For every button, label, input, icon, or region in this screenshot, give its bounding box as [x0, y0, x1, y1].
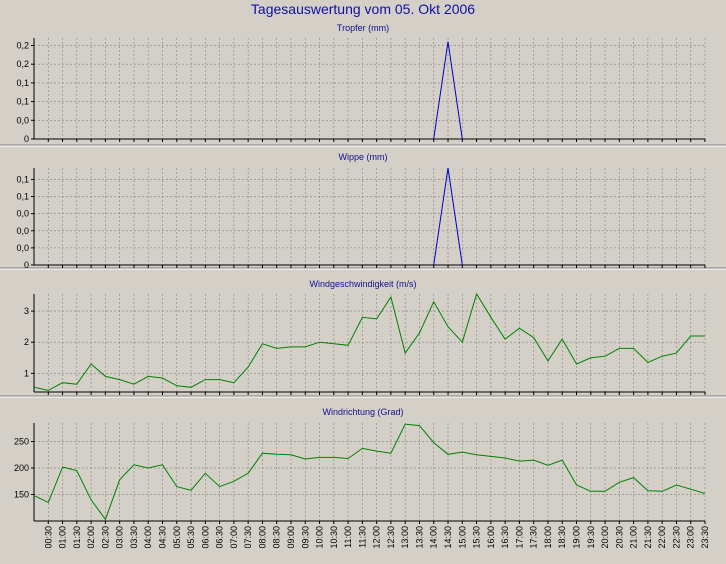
x-tick-label: 01:30 — [72, 526, 82, 549]
chart-panel-4: Windrichtung (Grad) 150 200 250 — [14, 407, 706, 524]
x-tick-label: 15:30 — [472, 526, 482, 549]
y-tick-label: 2 — [24, 337, 29, 347]
x-tick-label: 13:00 — [400, 526, 410, 549]
x-tick-label: 07:30 — [243, 526, 253, 549]
x-tick-label: 02:00 — [86, 526, 96, 549]
x-tick-label: 11:30 — [357, 526, 367, 548]
y-tick-label: 0,1 — [16, 78, 29, 88]
x-tick-label: 14:00 — [429, 526, 439, 549]
x-tick-label: 22:00 — [657, 526, 667, 549]
x-tick-label: 07:00 — [229, 526, 239, 549]
y-tick-label: 0 — [24, 260, 29, 270]
chart-title: Windrichtung (Grad) — [322, 407, 403, 417]
page-title: Tagesauswertung vom 05. Okt 2006 — [250, 1, 476, 17]
x-tick-label: 06:00 — [200, 526, 210, 549]
series-line — [33, 423, 706, 521]
x-tick-label: 01:00 — [58, 526, 68, 549]
x-tick-label: 17:00 — [514, 526, 524, 549]
x-tick-label: 11:00 — [343, 526, 353, 548]
y-tick-label: 0,0 — [16, 115, 29, 125]
x-tick-label: 03:30 — [129, 526, 139, 549]
y-tick-label: 250 — [14, 437, 29, 447]
y-tick-label: 0 — [24, 134, 29, 144]
series-line — [33, 292, 705, 391]
chart-panel-2: Wippe (mm) 0 0,0 0,0 0,0 0,1 0,1 — [16, 152, 706, 270]
x-tick-label: 03:00 — [115, 526, 125, 549]
x-tick-label: 10:30 — [329, 526, 339, 549]
x-tick-label: 23:30 — [700, 526, 710, 549]
x-tick-label: 21:00 — [629, 526, 639, 549]
chart-title: Wippe (mm) — [339, 152, 388, 162]
chart-panel-1: Tropfer (mm) 0 0,0 0,1 0,1 0,2 0,2 — [16, 23, 706, 144]
x-tick-label: 09:30 — [300, 526, 310, 549]
series-line — [433, 41, 463, 140]
x-tick-label: 05:30 — [186, 526, 196, 549]
x-tick-label: 21:30 — [643, 526, 653, 549]
y-tick-label: 0,1 — [16, 174, 29, 184]
y-tick-label: 3 — [24, 306, 29, 316]
y-tick-label: 1 — [24, 368, 29, 378]
x-tick-label: 06:30 — [215, 526, 225, 549]
x-tick-label: 00:30 — [43, 526, 53, 549]
x-tick-label: 04:30 — [157, 526, 167, 549]
x-tick-label: 04:00 — [143, 526, 153, 549]
x-tick-label: 16:00 — [486, 526, 496, 549]
x-tick-label: 19:00 — [572, 526, 582, 549]
x-tick-label: 08:00 — [257, 526, 267, 549]
x-tick-label: 15:00 — [457, 526, 467, 549]
series-line — [433, 167, 463, 266]
x-tick-label: 12:30 — [386, 526, 396, 549]
x-tick-label: 20:30 — [614, 526, 624, 549]
x-tick-label: 12:00 — [372, 526, 382, 549]
x-tick-label: 20:00 — [600, 526, 610, 549]
y-tick-label: 0,2 — [16, 59, 29, 69]
x-tick-label: 14:30 — [443, 526, 453, 549]
x-tick-label: 19:30 — [586, 526, 596, 549]
x-tick-label: 02:30 — [100, 526, 110, 549]
x-tick-label: 17:30 — [529, 526, 539, 549]
x-tick-label: 16:30 — [500, 526, 510, 549]
y-tick-label: 0,1 — [16, 97, 29, 107]
y-tick-label: 0,1 — [16, 192, 29, 202]
x-tick-label: 09:00 — [286, 526, 296, 549]
chart-title: Tropfer (mm) — [337, 23, 389, 33]
y-tick-label: 0,0 — [16, 226, 29, 236]
y-tick-label: 200 — [14, 463, 29, 473]
x-tick-label: 18:00 — [543, 526, 553, 549]
chart-title: Windgeschwindigkeit (m/s) — [309, 279, 416, 289]
chart-panel-3: Windgeschwindigkeit (m/s) 1 2 3 — [24, 279, 706, 395]
x-tick-label: 18:30 — [557, 526, 567, 549]
x-tick-label: 10:00 — [315, 526, 325, 549]
y-tick-label: 0,2 — [16, 40, 29, 50]
x-tick-label: 22:30 — [671, 526, 681, 549]
y-tick-label: 150 — [14, 490, 29, 500]
y-tick-label: 0,0 — [16, 243, 29, 253]
y-tick-label: 0,0 — [16, 209, 29, 219]
x-tick-label: 23:00 — [686, 526, 696, 549]
x-tick-label: 08:30 — [272, 526, 282, 549]
x-tick-label: 13:30 — [414, 526, 424, 549]
x-tick-label: 05:00 — [172, 526, 182, 549]
